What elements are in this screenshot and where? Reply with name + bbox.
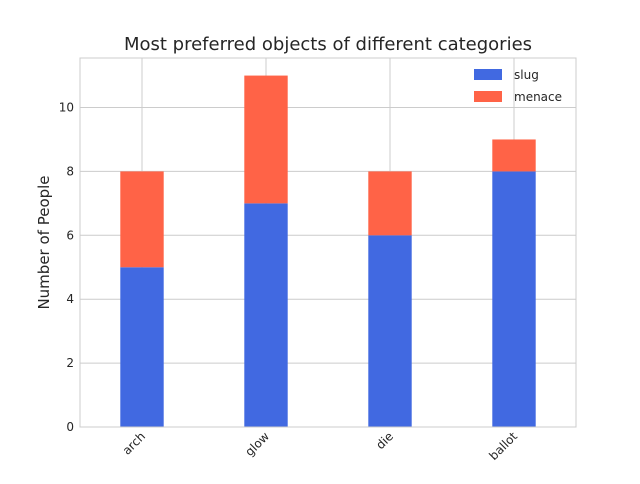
bar-menace-die <box>368 171 412 236</box>
y-tick-label: 6 <box>66 228 74 242</box>
legend: slug menace <box>474 68 562 104</box>
bar-menace-glow <box>244 75 288 204</box>
legend-label-menace: menace <box>514 90 562 104</box>
y-axis-label: Number of People <box>35 175 53 309</box>
legend-swatch-menace <box>474 91 502 102</box>
x-tick-labels: arch glow die ballot <box>120 429 521 463</box>
bar-slug-die <box>368 235 412 427</box>
y-tick-label: 4 <box>66 292 74 306</box>
y-tick-label: 2 <box>66 356 74 370</box>
x-tick-label: arch <box>120 429 148 457</box>
x-tick-label: die <box>373 429 396 452</box>
bar-menace-arch <box>120 171 164 268</box>
bar-slug-arch <box>120 267 164 427</box>
y-tick-label: 0 <box>66 420 74 434</box>
bar-menace-ballot <box>492 139 536 172</box>
bars <box>120 75 536 427</box>
y-tick-label: 8 <box>66 164 74 178</box>
plot-frame <box>79 57 577 428</box>
bar-slug-ballot <box>492 171 536 427</box>
bar-slug-glow <box>244 203 288 427</box>
y-tick-label: 10 <box>59 101 74 115</box>
legend-label-slug: slug <box>514 68 539 82</box>
y-tick-labels: 0 2 4 6 8 10 <box>59 101 74 434</box>
legend-swatch-slug <box>474 69 502 80</box>
chart-title: Most preferred objects of different cate… <box>124 34 532 55</box>
x-tick-label: ballot <box>486 429 520 463</box>
x-tick-label: glow <box>242 429 272 459</box>
